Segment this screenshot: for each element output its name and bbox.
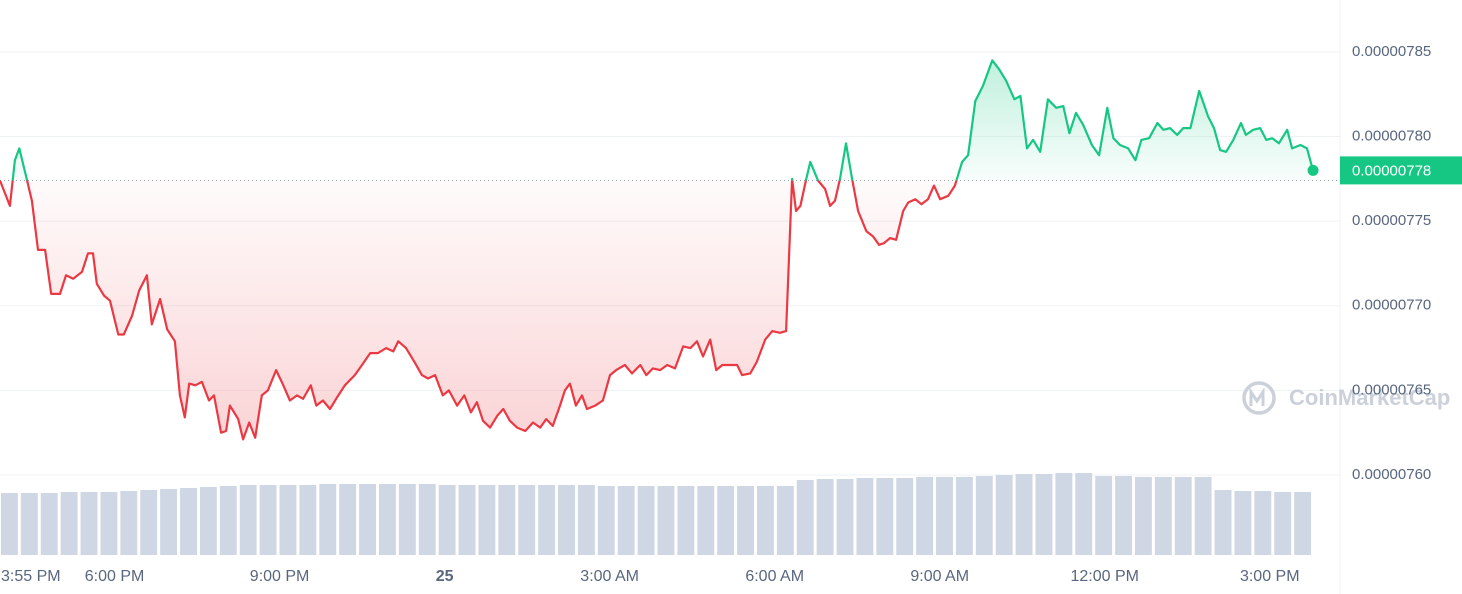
volume-bar: [239, 485, 257, 555]
volume-bar: [1095, 476, 1113, 555]
volume-bar: [259, 485, 277, 555]
volume-bar: [697, 486, 715, 555]
volume-bar: [1274, 492, 1292, 555]
axes: 0.00000760 0.00000765 0.00000770 0.00000775…: [1, 43, 1462, 585]
volume-bar: [1115, 476, 1132, 555]
volume-bar: [1, 493, 18, 555]
volume-bar: [359, 484, 376, 555]
x-tick-label: 3:00 PM: [1240, 568, 1300, 585]
volume-bar: [438, 485, 456, 555]
volume-bar: [339, 484, 357, 555]
volume-bar: [199, 487, 217, 555]
volume-bar: [1075, 473, 1093, 555]
watermark: CoinMarketCap: [1242, 381, 1450, 415]
x-tick-label: 3:00 AM: [580, 568, 639, 585]
volume-bar: [936, 477, 953, 555]
volume-bar: [995, 475, 1013, 555]
y-tick-label: 0.00000780: [1352, 128, 1431, 145]
volume-bar: [816, 479, 834, 555]
last-price-badge: [1340, 156, 1462, 185]
plot: [0, 59, 1340, 441]
volume-bar: [776, 486, 794, 555]
x-tick-label: 6:00 AM: [745, 568, 804, 585]
volume-bar: [180, 488, 197, 555]
volume-bar: [40, 493, 58, 555]
volume-bar: [140, 490, 158, 555]
volume-bar: [617, 486, 635, 555]
volume-bar: [120, 491, 138, 555]
volume-bar: [975, 476, 993, 555]
volume-bar: [577, 485, 595, 555]
volume-bar: [518, 485, 536, 555]
volume-bar: [756, 486, 774, 555]
volume-bar: [100, 492, 118, 555]
area-below-baseline: [0, 180, 957, 440]
volume-bar: [677, 486, 695, 555]
price-line: [0, 180, 958, 441]
volume-bar: [1294, 492, 1312, 555]
volume-bar: [916, 477, 934, 555]
volume-bar: [896, 478, 914, 555]
volume-bar: [836, 479, 854, 555]
volume-bar: [458, 485, 476, 555]
x-tick-label: 9:00 PM: [250, 568, 310, 585]
watermark-logo: [1242, 381, 1276, 415]
volume-bar: [418, 484, 436, 555]
area-above-baseline: [0, 60, 1314, 181]
volume-bar: [1174, 477, 1192, 555]
volume-bar: [319, 484, 337, 555]
volume-bar: [498, 485, 516, 555]
volume-bar: [398, 484, 416, 555]
volume-bar: [657, 486, 675, 555]
y-tick-label: 0.00000770: [1352, 297, 1431, 314]
watermark-text: CoinMarketCap: [1289, 385, 1450, 410]
volume-bar: [737, 486, 754, 555]
last-price-label: 0.00000778: [1352, 162, 1431, 179]
volume-bar: [299, 485, 317, 555]
x-tick-label: 6:00 PM: [85, 568, 145, 585]
volume-bars: [1, 473, 1312, 555]
volume-bar: [796, 480, 814, 555]
volume-bar: [597, 486, 615, 555]
watermark-logo-mark: [1249, 387, 1265, 406]
volume-bar: [279, 485, 297, 555]
volume-bar: [1234, 491, 1252, 555]
price-line-above-baseline: [0, 59, 1315, 181]
volume-bar: [1134, 477, 1152, 555]
y-tick-label: 0.00000775: [1352, 212, 1431, 229]
volume-bar: [1214, 490, 1232, 555]
volume-bar: [160, 489, 178, 555]
y-tick-label: 0.00000760: [1352, 466, 1431, 483]
volume-bar: [478, 485, 496, 555]
volume-bar: [1254, 491, 1272, 555]
x-tick-label: 9:00 AM: [910, 568, 969, 585]
volume-bar: [1154, 477, 1172, 555]
volume-bar: [1015, 474, 1033, 555]
volume-bar: [80, 492, 98, 555]
volume-bar: [1055, 473, 1073, 555]
volume-bar: [856, 478, 874, 555]
volume-bar: [1194, 477, 1212, 555]
x-tick-label: 12:00 PM: [1070, 568, 1138, 585]
volume-bar: [20, 493, 38, 555]
volume-bar: [876, 478, 894, 555]
y-tick-label: 0.00000785: [1352, 43, 1431, 60]
volume-bar: [637, 486, 655, 555]
y-tick-label: 0.00000765: [1352, 381, 1431, 398]
volume-bar: [955, 477, 973, 555]
volume-bar: [60, 492, 78, 555]
volume-bar: [378, 484, 396, 555]
last-point: [1307, 164, 1319, 176]
x-tick-label: 3:55 PM: [1, 568, 61, 585]
volume-bar: [717, 486, 735, 555]
volume-bar: [219, 486, 237, 555]
x-tick-label: 25: [436, 568, 454, 585]
volume-bar: [538, 485, 556, 555]
volume-bar: [1035, 474, 1053, 555]
volume-bar: [558, 485, 575, 555]
